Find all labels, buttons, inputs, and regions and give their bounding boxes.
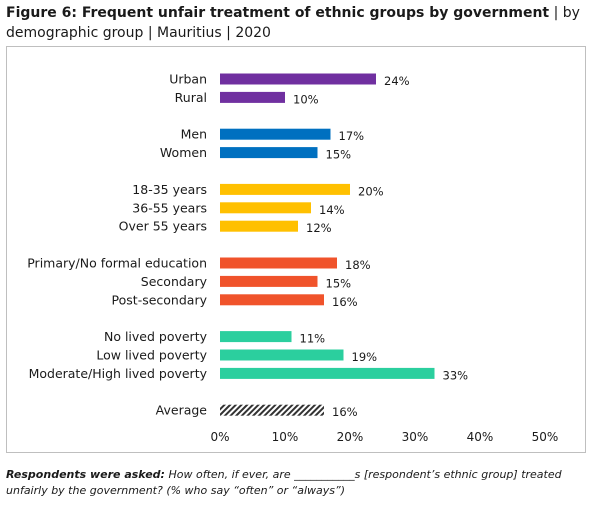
category-label-men: Men [181,127,207,142]
value-label-primary-no-formal-education: 18% [345,258,371,272]
bar-post-secondary [220,294,324,306]
chart-frame [6,46,586,453]
bar-men [220,128,331,140]
bar-low-lived-poverty [220,349,344,361]
category-label-rural: Rural [175,90,207,105]
x-tick-label-4: 40% [467,430,494,444]
bar-18-35-years [220,183,350,195]
value-label-women: 15% [326,148,352,162]
value-label-post-secondary: 16% [332,295,358,309]
category-label-no-lived-poverty: No lived poverty [104,329,208,344]
value-label-men: 17% [339,129,365,143]
figure-title-main: Figure 6: Frequent unfair treatment of e… [6,5,550,21]
x-tick-label-3: 30% [402,430,429,444]
value-label-low-lived-poverty: 19% [352,350,378,364]
category-label-moderate-high-lived-poverty: Moderate/High lived poverty [29,366,208,381]
bar-no-lived-poverty [220,331,292,343]
category-label-secondary: Secondary [141,274,208,289]
value-label-over-55-years: 12% [306,221,332,235]
category-label-18-35-years: 18-35 years [132,182,207,197]
bar-women [220,147,318,159]
category-label-36-55-years: 36-55 years [132,200,207,215]
value-label-urban: 24% [384,74,410,88]
figure-title-subtitle: | by demographic group | Mauritius | 202… [6,5,580,41]
category-label-primary-no-formal-education: Primary/No formal education [27,256,207,271]
value-label-moderate-high-lived-poverty: 33% [443,368,469,382]
category-label-women: Women [160,145,207,160]
value-label-36-55-years: 14% [319,203,345,217]
value-label-average: 16% [332,405,358,419]
category-label-low-lived-poverty: Low lived poverty [96,348,207,363]
category-label-over-55-years: Over 55 years [119,219,207,234]
bar-36-55-years [220,202,311,214]
survey-question-note: Respondents were asked: How often, if ev… [6,467,591,499]
value-label-no-lived-poverty: 11% [300,332,326,346]
x-tick-label-0: 0% [210,430,229,444]
bar-secondary [220,275,318,287]
category-label-urban: Urban [169,72,207,87]
value-label-secondary: 15% [326,276,352,290]
category-label-average: Average [156,403,208,418]
value-label-18-35-years: 20% [358,184,384,198]
figure-title: Figure 6: Frequent unfair treatment of e… [6,3,591,43]
bar-over-55-years [220,220,298,232]
bar-average [220,404,324,416]
bar-urban [220,73,376,85]
value-label-rural: 10% [293,92,319,106]
bar-moderate-high-lived-poverty [220,367,435,379]
bar-rural [220,91,285,103]
x-tick-label-1: 10% [272,430,299,444]
bar-primary-no-formal-education [220,257,337,269]
x-tick-label-2: 20% [337,430,364,444]
note-text: How often, if ever, are ___________s [re… [6,468,562,497]
category-label-post-secondary: Post-secondary [112,292,208,307]
x-tick-label-5: 50% [532,430,559,444]
note-label: Respondents were asked: [6,468,165,481]
